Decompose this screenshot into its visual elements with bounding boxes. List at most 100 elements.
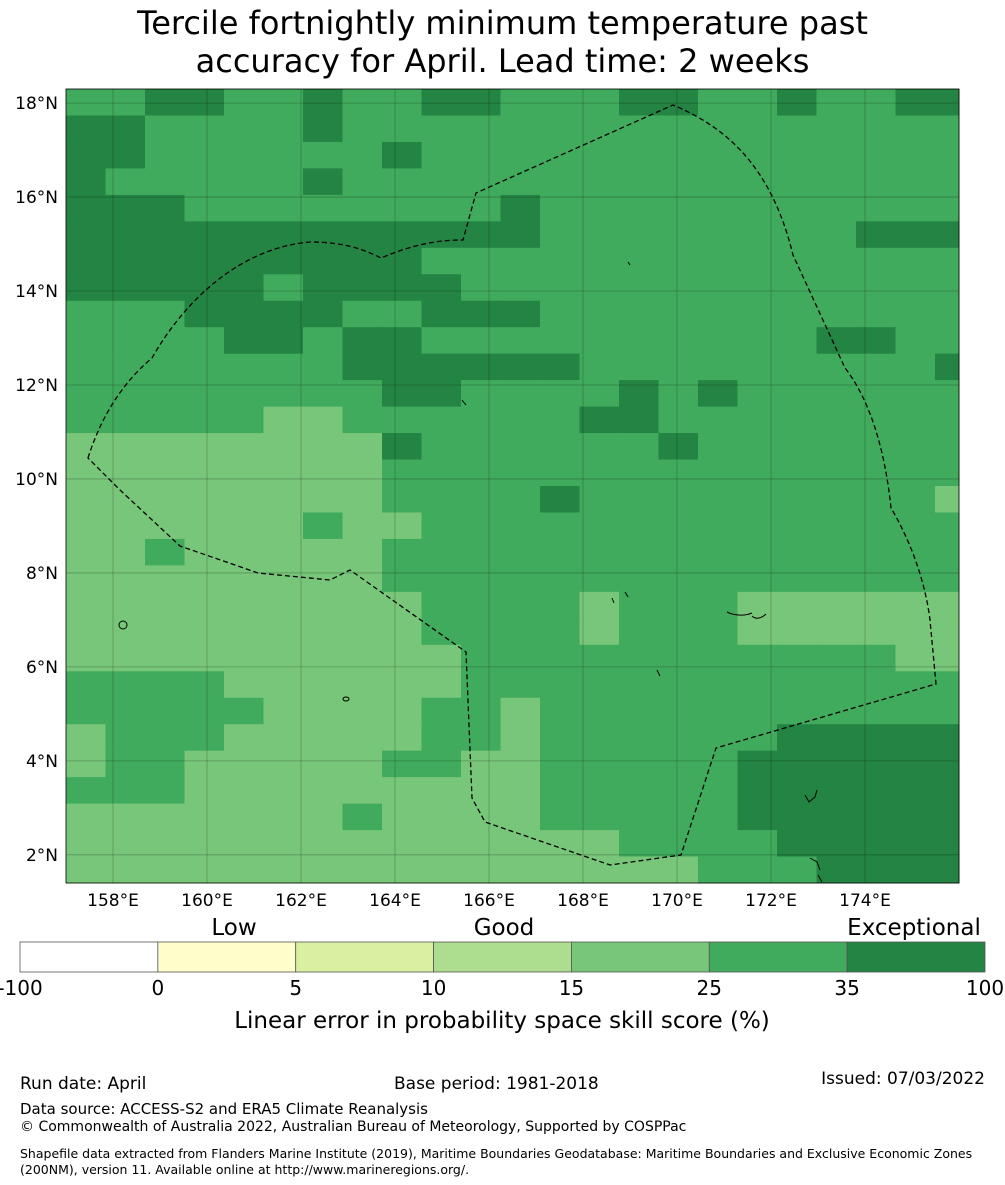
grid-cell — [105, 618, 146, 646]
grid-cell — [105, 406, 146, 434]
colorbar-box — [433, 941, 572, 973]
grid-cell — [105, 327, 146, 355]
grid-cell — [184, 115, 225, 143]
grid-cell — [224, 618, 264, 646]
colorbar-tick: 100 — [966, 976, 1004, 1000]
grid-cell — [895, 777, 936, 805]
grid-cell — [895, 194, 936, 222]
grid-cell — [145, 115, 185, 143]
lon-axis-labels: 158°E 160°E 162°E 164°E 166°E 168°E 170°E 172°E… — [87, 891, 891, 911]
grid-cell — [224, 380, 264, 408]
grid-cell — [382, 512, 422, 540]
grid-cell — [777, 830, 817, 858]
grid-cell — [816, 803, 857, 831]
grid-cell — [224, 89, 264, 116]
grid-cell — [303, 115, 343, 143]
grid-cell — [145, 353, 185, 381]
grid-cell — [856, 327, 896, 355]
grid-cell — [777, 671, 817, 699]
grid-cell — [382, 724, 422, 752]
grid-cell — [461, 591, 501, 619]
lat-label: 14°N — [15, 282, 58, 302]
grid-cell — [382, 486, 422, 513]
grid-cell — [263, 512, 304, 540]
grid-cell — [461, 194, 501, 222]
grid-cell — [145, 830, 185, 858]
lat-label: 6°N — [26, 658, 58, 678]
grid-cell — [145, 194, 185, 222]
grid-cell — [816, 353, 857, 381]
grid-cell — [342, 221, 383, 249]
grid-cell — [303, 300, 343, 328]
grid-cell — [777, 803, 817, 831]
grid-cell — [540, 300, 580, 328]
grid-cell — [658, 618, 699, 646]
grid-cell — [579, 353, 620, 381]
grid-cell — [263, 591, 304, 619]
grid-cell — [184, 141, 225, 169]
grid-cell — [184, 486, 225, 513]
grid-cell — [263, 221, 304, 249]
grid-cell — [777, 512, 817, 540]
grid-cell — [224, 168, 264, 196]
grid-cell — [856, 380, 896, 408]
grid-cell — [263, 644, 304, 672]
grid-cell — [105, 565, 146, 593]
grid-cell — [579, 406, 620, 434]
grid-cell — [342, 644, 383, 672]
grid-cell — [856, 565, 896, 593]
grid-cell — [421, 221, 462, 249]
grid-cell — [105, 697, 146, 725]
grid-cell — [658, 406, 699, 434]
grid-cell — [816, 433, 857, 461]
grid-cell — [461, 565, 501, 593]
grid-cell — [619, 115, 659, 143]
grid-cell — [895, 221, 936, 249]
grid-cell — [777, 168, 817, 196]
grid-cell — [816, 671, 857, 699]
grid-cell — [145, 565, 185, 593]
grid-cell — [619, 538, 659, 566]
grid-cell — [619, 750, 659, 778]
grid-cell — [263, 406, 304, 434]
grid-cell — [500, 777, 541, 805]
grid-cell — [856, 194, 896, 222]
grid-cell — [224, 697, 264, 725]
grid-cell — [777, 644, 817, 672]
grid-cell — [342, 750, 383, 778]
grid-cell — [421, 433, 462, 461]
grid-cell — [66, 644, 106, 672]
grid-cell — [777, 141, 817, 169]
grid-cell — [105, 353, 146, 381]
colorbar-box — [571, 941, 710, 973]
grid-cell — [421, 830, 462, 858]
grid-cell — [658, 168, 699, 196]
grid-cell — [342, 512, 383, 540]
grid-cell — [461, 380, 501, 408]
grid-cell — [66, 327, 106, 355]
grid-cell — [421, 486, 462, 513]
grid-cell — [619, 300, 659, 328]
grid-cell — [263, 380, 304, 408]
grid-cell — [816, 406, 857, 434]
grid-cell — [145, 538, 185, 566]
grid-cell — [461, 115, 501, 143]
grid-cell — [935, 194, 960, 222]
grid-cell — [777, 565, 817, 593]
grid-cell — [500, 486, 541, 513]
grid-cell — [500, 141, 541, 169]
grid-cell — [737, 644, 778, 672]
grid-cell — [619, 644, 659, 672]
grid-cell — [698, 141, 738, 169]
run-date: Run date: April — [20, 1074, 147, 1094]
lon-label: 172°E — [745, 891, 797, 911]
grid-cell — [342, 247, 383, 275]
grid-cell — [145, 644, 185, 672]
skill-grid — [66, 89, 960, 884]
grid-cell — [816, 115, 857, 143]
grid-cell — [421, 565, 462, 593]
grid-cell — [303, 671, 343, 699]
grid-cell — [224, 724, 264, 752]
grid-cell — [698, 671, 738, 699]
grid-cell — [895, 565, 936, 593]
